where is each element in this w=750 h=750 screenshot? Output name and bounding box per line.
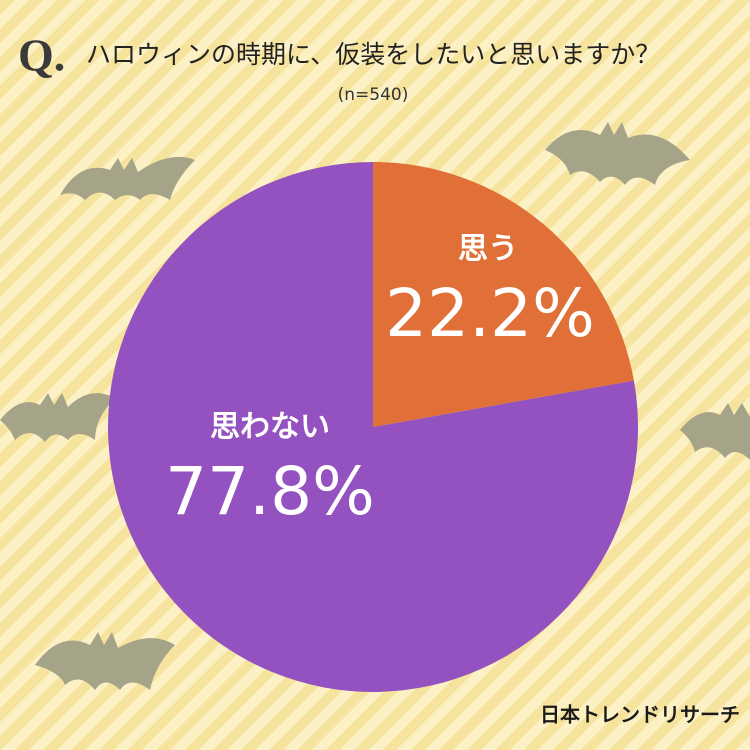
value-label: 77.8% (165, 453, 375, 530)
slice-label: 思わない (210, 410, 330, 445)
source-brand: 日本トレンドリサーチ (540, 703, 740, 727)
bat-decorations (0, 122, 750, 690)
chart-title: ハロウィンの時期に、仮装をしたいと思いますか？ (86, 40, 660, 69)
pie-slice (108, 162, 639, 692)
pie-slice (373, 162, 634, 427)
chart-subtitle: (n=540) (338, 85, 409, 105)
value-label: 22.2% (385, 275, 595, 352)
slice-label: 思う (458, 232, 518, 267)
question-prefix: Q. (18, 30, 65, 81)
pie: 思う 22.2% 思わない 77.8% (108, 162, 639, 692)
